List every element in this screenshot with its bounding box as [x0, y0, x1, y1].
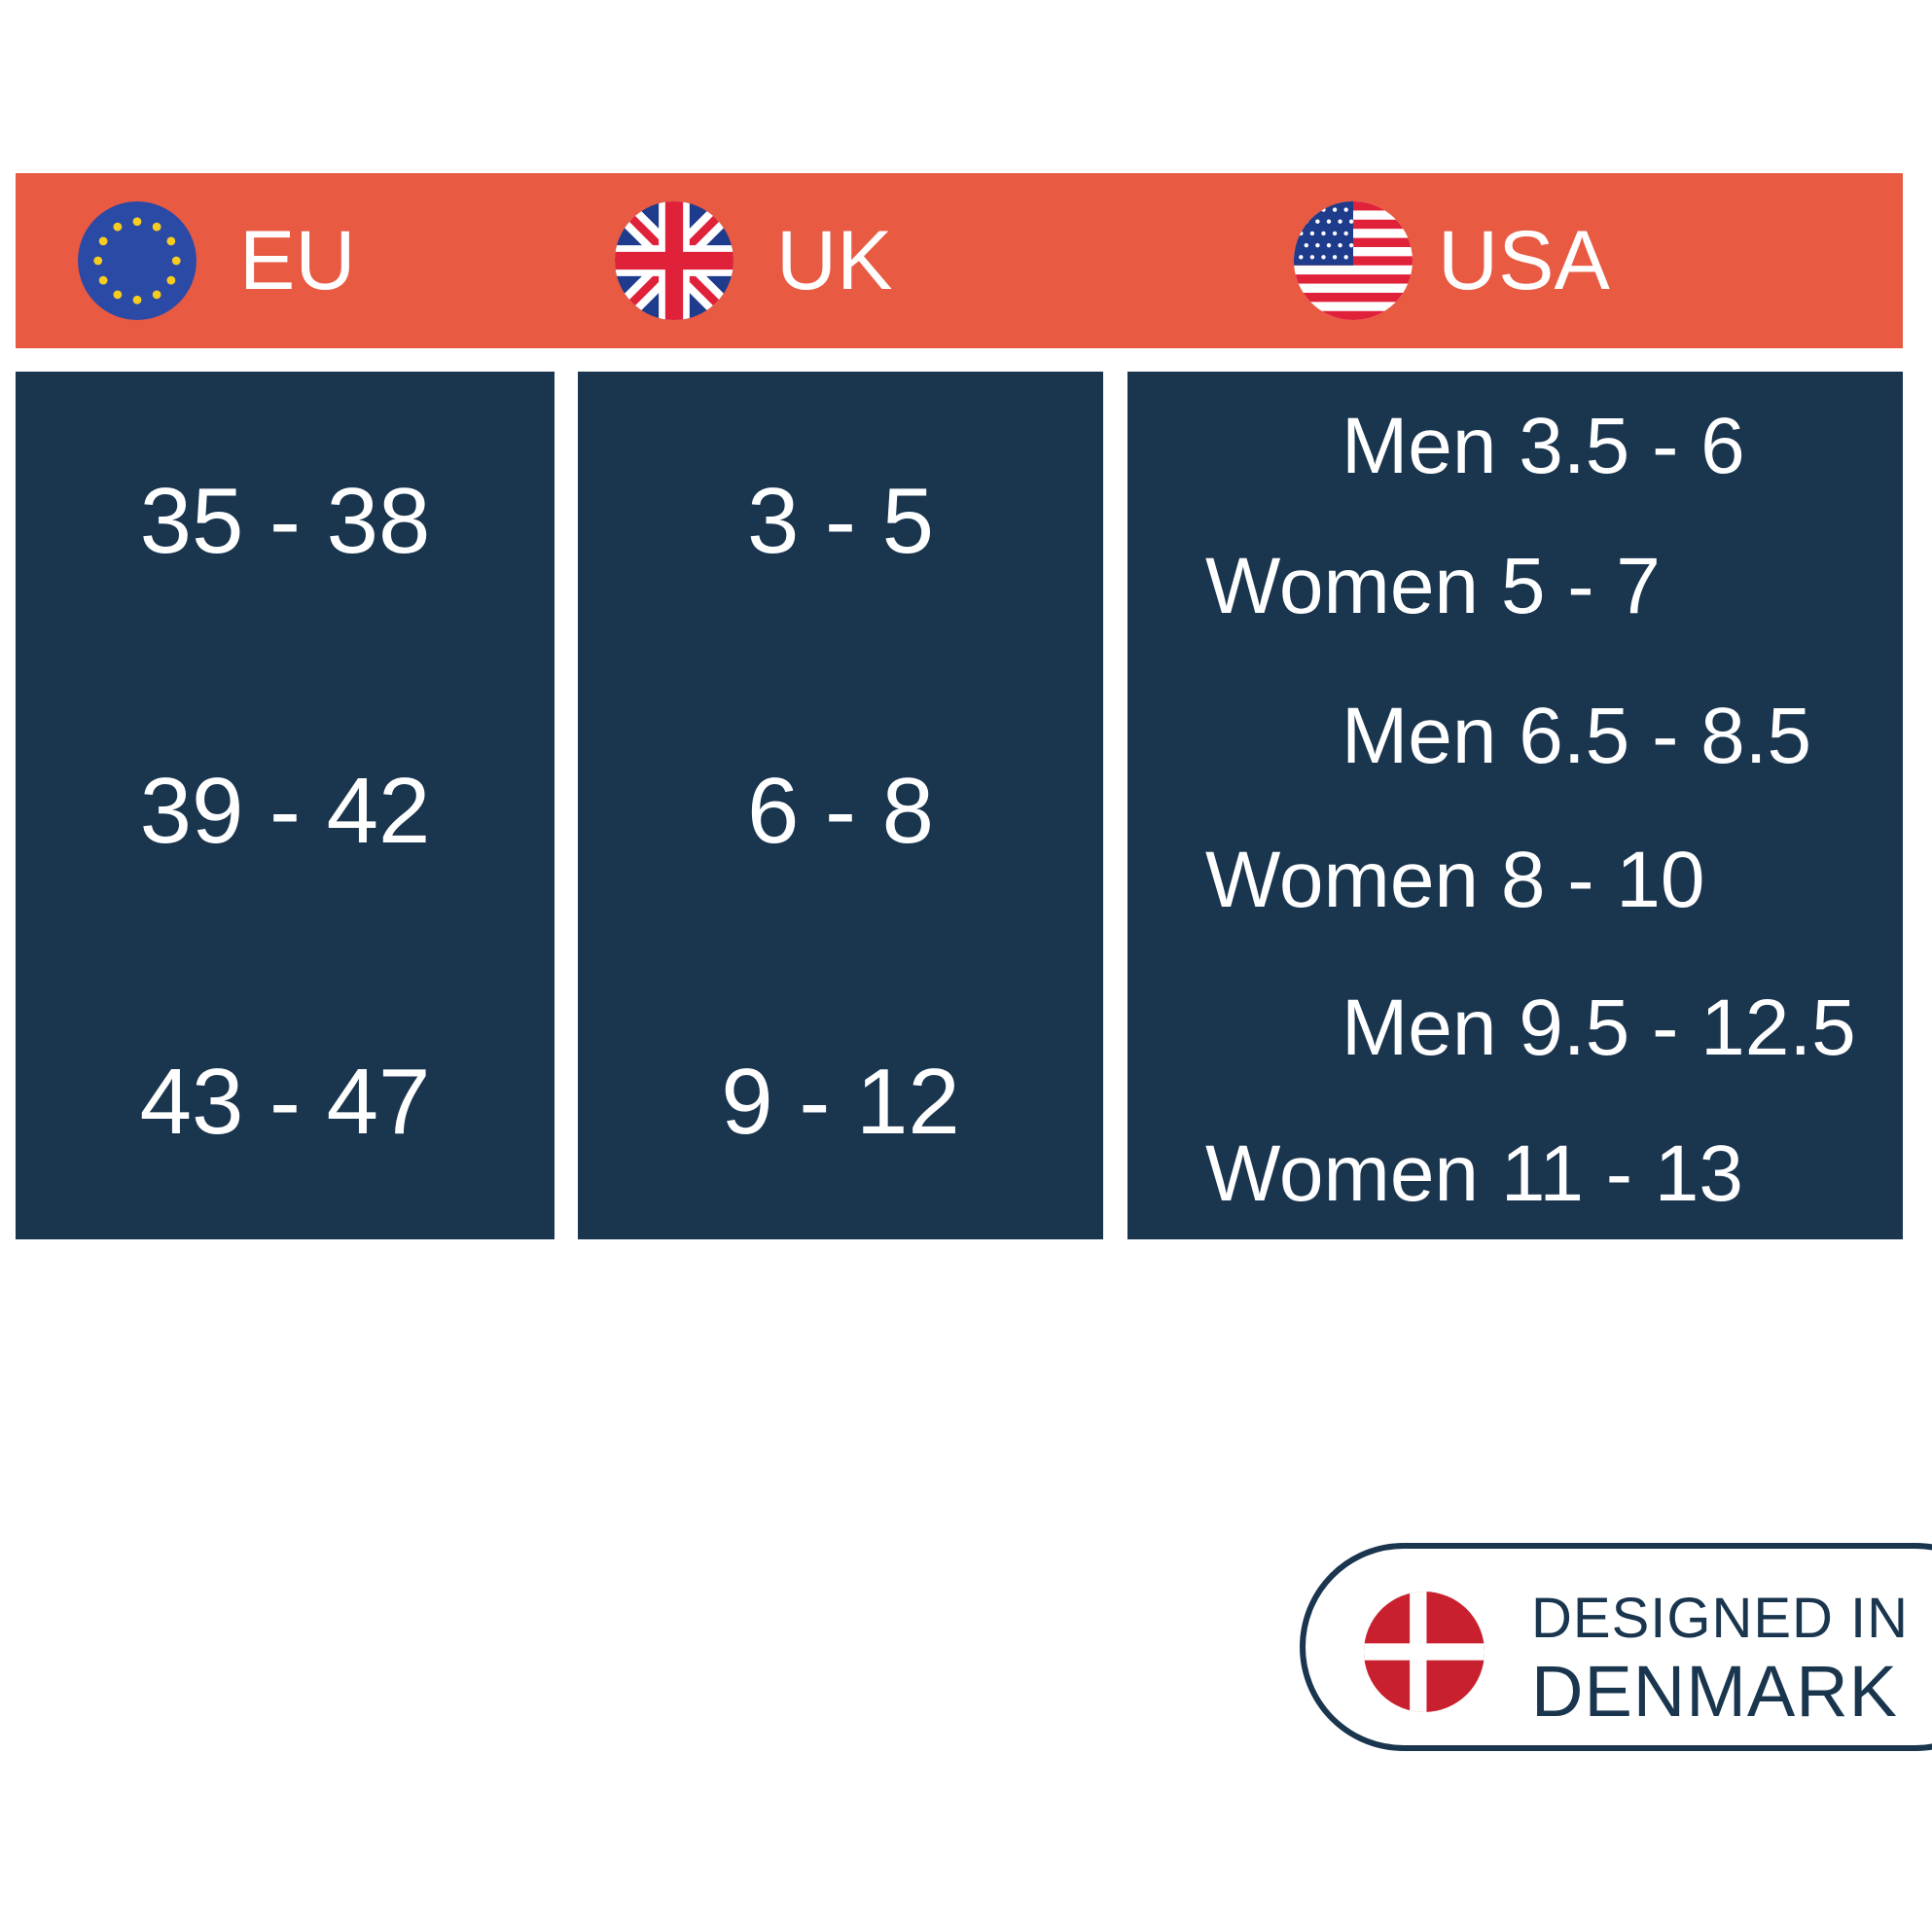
usa-men-size: Men 9.5 - 12.5	[1342, 984, 1856, 1072]
size-chart-header: EU UK	[16, 173, 1903, 348]
usa-women-size: Women 11 - 13	[1205, 1129, 1744, 1218]
us-star	[1326, 219, 1332, 224]
denmark-flag-icon	[1364, 1592, 1485, 1712]
us-star	[1326, 242, 1332, 248]
eu-size-cell: 43 - 47	[139, 1050, 431, 1154]
eu-star	[152, 222, 161, 232]
header-usa-label: USA	[1438, 214, 1610, 307]
usa-flag-icon	[1294, 201, 1413, 320]
header-eu: EU	[78, 173, 355, 348]
usa-men-size: Men 3.5 - 6	[1342, 402, 1745, 490]
us-star	[1309, 255, 1315, 260]
us-star	[1343, 255, 1348, 260]
us-star	[1321, 255, 1326, 260]
eu-star	[93, 256, 103, 266]
us-star	[1304, 242, 1309, 248]
eu-star	[152, 290, 161, 300]
uk-size-cell: 6 - 8	[746, 759, 935, 863]
us-star	[1304, 219, 1309, 224]
us-star	[1321, 231, 1326, 236]
us-star	[1332, 255, 1338, 260]
eu-star	[113, 222, 123, 232]
header-eu-label: EU	[239, 214, 356, 307]
uk-flag-icon	[615, 201, 733, 320]
uk-size-column: 3 - 5 6 - 8 9 - 12	[578, 372, 1103, 1239]
badge-line-1: DESIGNED IN	[1531, 1587, 1910, 1650]
us-star	[1343, 231, 1348, 236]
header-uk: UK	[615, 173, 892, 348]
badge-line-2: DENMARK	[1531, 1651, 1899, 1732]
usa-men-size: Men 6.5 - 8.5	[1342, 692, 1812, 780]
eu-star	[132, 217, 142, 227]
us-star	[1309, 207, 1315, 212]
us-star	[1299, 207, 1304, 212]
eu-size-cell: 39 - 42	[139, 759, 431, 863]
usa-women-size: Women 5 - 7	[1205, 542, 1661, 630]
us-star	[1299, 255, 1304, 260]
eu-size-cell: 35 - 38	[139, 469, 431, 573]
us-star	[1309, 231, 1315, 236]
usa-size-column: Men 3.5 - 6 Women 5 - 7 Men 6.5 - 8.5 Wo…	[1127, 372, 1903, 1239]
eu-star	[166, 236, 176, 246]
us-star	[1332, 231, 1338, 236]
us-star	[1332, 207, 1338, 212]
eu-star	[171, 256, 181, 266]
us-star	[1348, 219, 1354, 224]
eu-size-column: 35 - 38 39 - 42 43 - 47	[16, 372, 555, 1239]
us-star	[1343, 207, 1348, 212]
us-star	[1348, 242, 1354, 248]
eu-flag-icon	[78, 201, 197, 320]
us-star	[1315, 219, 1320, 224]
eu-star	[132, 295, 142, 304]
us-star	[1338, 242, 1342, 248]
us-star	[1299, 231, 1304, 236]
header-uk-label: UK	[776, 214, 893, 307]
us-star	[1321, 207, 1326, 212]
designed-in-denmark-badge: DESIGNED IN DENMARK	[1300, 1543, 1932, 1751]
eu-star	[98, 275, 108, 285]
us-star	[1315, 242, 1320, 248]
uk-size-cell: 9 - 12	[721, 1050, 960, 1154]
header-usa: USA	[1294, 173, 1610, 348]
eu-star	[113, 290, 123, 300]
usa-women-size: Women 8 - 10	[1205, 836, 1705, 924]
us-star	[1338, 219, 1342, 224]
uk-size-cell: 3 - 5	[746, 469, 935, 573]
eu-star	[166, 275, 176, 285]
eu-star	[98, 236, 108, 246]
